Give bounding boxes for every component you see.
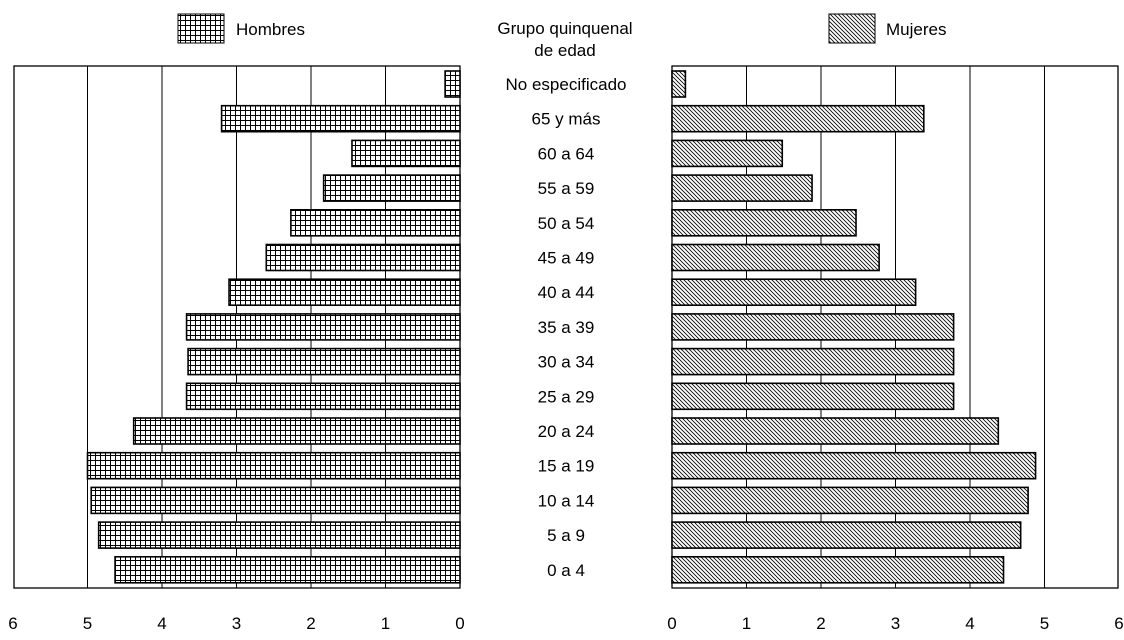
x-tick-label-right: 2 <box>816 614 825 633</box>
x-tick-label-left: 4 <box>157 614 166 633</box>
bar-hombres <box>97 521 461 549</box>
bar-mujeres <box>671 313 955 341</box>
age-group-label: 25 a 29 <box>538 387 595 406</box>
bar-hombres <box>351 139 461 168</box>
age-group-label: 0 a 4 <box>547 561 585 580</box>
legend-item-hombres: Hombres <box>177 13 305 44</box>
bar-mujeres <box>671 70 687 98</box>
legend-swatch-mujeres <box>828 13 876 44</box>
bar-mujeres <box>671 278 917 307</box>
left-axis-tick-labels: 0 1 2 3 4 5 6 <box>8 614 464 633</box>
bar-mujeres <box>671 417 1000 445</box>
bar-mujeres <box>671 555 1005 584</box>
hombres-bars <box>86 70 461 584</box>
x-tick-label-left: 0 <box>455 614 464 633</box>
age-group-labels: No especificado 65 y más 60 a 64 55 a 59 50 … <box>506 75 627 580</box>
bar-hombres <box>228 278 461 307</box>
bar-mujeres <box>671 209 857 237</box>
legend-label-hombres: Hombres <box>236 20 305 39</box>
age-group-label: 45 a 49 <box>538 249 595 268</box>
center-header-line-1: Grupo quinquenal <box>497 19 632 38</box>
legend: Hombres Mujeres <box>177 13 946 44</box>
legend-swatch-hombres <box>177 13 225 44</box>
bar-mujeres <box>671 243 880 272</box>
bar-mujeres <box>671 347 955 376</box>
x-tick-label-right: 4 <box>965 614 974 633</box>
bar-hombres <box>220 104 461 133</box>
age-group-label: 40 a 44 <box>538 283 595 302</box>
bar-hombres <box>114 555 461 584</box>
bar-hombres <box>322 174 461 202</box>
right-axis-tick-labels: 0 1 2 3 4 5 6 <box>667 614 1123 633</box>
age-group-label: 5 a 9 <box>547 526 585 545</box>
bar-hombres <box>290 209 461 237</box>
bar-mujeres <box>671 104 925 133</box>
bar-hombres <box>444 70 461 98</box>
bar-hombres <box>185 313 461 341</box>
x-tick-label-right: 6 <box>1114 614 1123 633</box>
bar-mujeres <box>671 382 955 411</box>
age-group-label: 30 a 34 <box>538 353 595 372</box>
bar-mujeres <box>671 521 1022 549</box>
bar-mujeres <box>671 139 784 168</box>
center-header-line-2: de edad <box>534 41 595 60</box>
bar-hombres <box>86 451 461 480</box>
legend-item-mujeres: Mujeres <box>828 13 946 44</box>
age-group-label: 50 a 54 <box>538 214 595 233</box>
age-group-label: 20 a 24 <box>538 422 595 441</box>
x-tick-label-right: 3 <box>891 614 900 633</box>
x-tick-label-left: 2 <box>306 614 315 633</box>
age-group-label: 10 a 14 <box>538 491 595 510</box>
center-header: Grupo quinquenal de edad <box>497 19 632 60</box>
bar-hombres <box>187 347 461 376</box>
legend-label-mujeres: Mujeres <box>886 20 946 39</box>
x-tick-label-left: 6 <box>8 614 17 633</box>
age-group-label: No especificado <box>506 75 627 94</box>
x-tick-label-left: 1 <box>381 614 390 633</box>
x-tick-label-right: 1 <box>742 614 751 633</box>
bar-hombres <box>265 243 461 272</box>
age-group-label: 55 a 59 <box>538 179 595 198</box>
bar-hombres <box>185 382 461 411</box>
age-group-label: 60 a 64 <box>538 144 595 163</box>
bar-hombres <box>90 486 461 515</box>
x-tick-label-right: 5 <box>1040 614 1049 633</box>
x-tick-label-left: 3 <box>232 614 241 633</box>
mujeres-bars <box>671 70 1037 584</box>
bar-mujeres <box>671 451 1037 480</box>
age-group-label: 15 a 19 <box>538 457 595 476</box>
x-tick-label-left: 5 <box>83 614 92 633</box>
bar-mujeres <box>671 174 813 202</box>
x-tick-label-right: 0 <box>667 614 676 633</box>
age-group-label: 65 y más <box>532 110 601 129</box>
age-group-label: 35 a 39 <box>538 318 595 337</box>
bar-mujeres <box>671 486 1029 515</box>
bar-hombres <box>132 417 461 445</box>
